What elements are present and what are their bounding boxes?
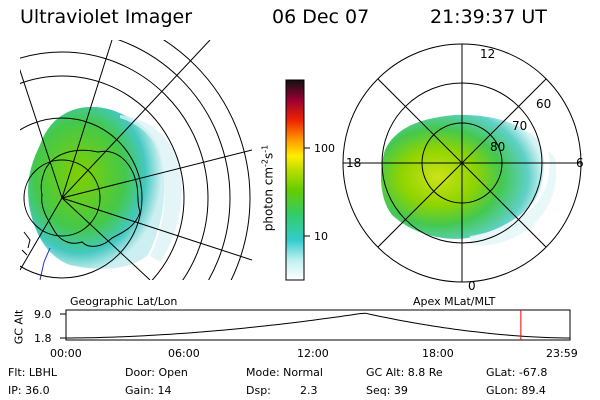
gc-alt-readout: GC Alt: 8.8 Re (366, 366, 443, 379)
aurora-fringe-apex (470, 150, 557, 246)
mlt-label-18: 18 (346, 156, 362, 170)
glat-readout: GLat: -67.8 (486, 366, 548, 379)
apex-polar-map (342, 43, 582, 283)
mlat-label-80: 80 (490, 140, 506, 154)
alt-xtick-2359: 23:59 (546, 347, 578, 360)
altitude-curve (66, 312, 570, 339)
mlat-label-70: 70 (512, 119, 528, 133)
altitude-plot (60, 309, 571, 341)
dsp-value: 2.3 (300, 384, 318, 397)
observation-date: 06 Dec 07 (272, 6, 370, 28)
observation-time: 21:39:37 UT (430, 6, 547, 28)
alt-xtick-0000: 00:00 (50, 347, 82, 360)
alt-ytick-low: 1.8 (34, 332, 52, 345)
dsp-label: Dsp: (246, 384, 271, 397)
longitude-lines (20, 40, 252, 280)
antarctica-coastline (40, 149, 141, 247)
mode-readout: Mode: Normal (246, 366, 323, 379)
mlat-label-60: 60 (536, 97, 552, 111)
terminator-line (39, 247, 51, 280)
mlt-label-6: 6 (576, 156, 584, 170)
right-map-caption: Apex MLat/MLT (413, 295, 496, 308)
mlt-label-12: 12 (480, 47, 496, 61)
instrument-title: Ultraviolet Imager (20, 6, 193, 28)
aurora-fringe-geographic (120, 115, 182, 262)
alt-xtick-0600: 06:00 (168, 347, 200, 360)
alt-xtick-1200: 12:00 (297, 347, 329, 360)
filter-readout: Flt: LBHL (8, 366, 57, 379)
alt-ytick-high: 9.0 (34, 308, 52, 321)
latitude-circles (20, 40, 251, 280)
alt-plot-ylabel-text: GC Alt (12, 309, 26, 345)
mlt-line-diag2 (377, 78, 547, 248)
altitude-plot-frame (65, 309, 571, 341)
glon-readout: GLon: 89.4 (486, 384, 546, 397)
colorbar-tick-10: 10 (314, 230, 328, 243)
geographic-map (20, 40, 252, 280)
alt-plot-ylabel: GC Alt (12, 309, 26, 345)
aurora-oval-geographic (28, 106, 165, 269)
gain-readout: Gain: 14 (125, 384, 172, 397)
colorbar-tick-100: 100 (314, 142, 335, 155)
aurora-oval-apex (380, 114, 545, 239)
mlt-label-0: 0 (468, 279, 476, 293)
colorbar-units-text: photon cm-2s-1 (260, 144, 276, 232)
seq-readout: Seq: 39 (366, 384, 408, 397)
alt-xtick-1800: 18:00 (422, 347, 454, 360)
colorbar-units: photon cm-2s-1 (260, 144, 276, 232)
ip-readout: IP: 36.0 (8, 384, 50, 397)
color-bar (285, 79, 310, 281)
left-map-caption: Geographic Lat/Lon (70, 295, 178, 308)
door-readout: Door: Open (125, 366, 188, 379)
coastline-fragment (21, 231, 31, 256)
